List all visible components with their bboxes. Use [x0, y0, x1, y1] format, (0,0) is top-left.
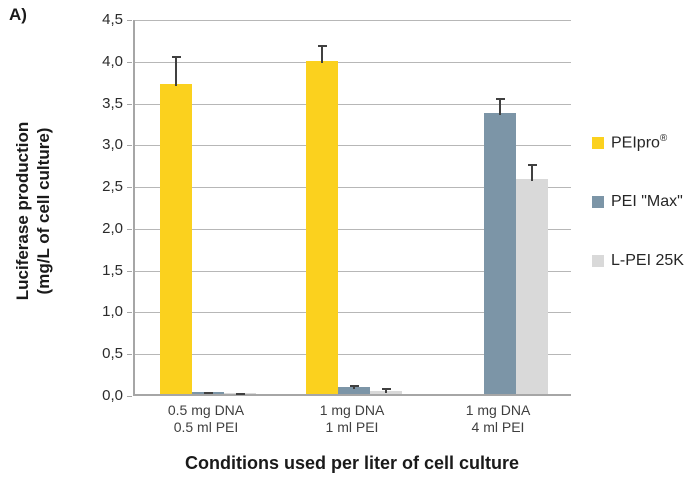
- bar-peipro: [160, 84, 192, 394]
- gridline: [135, 312, 571, 314]
- y-tick-label: 3,0: [102, 136, 123, 154]
- bar-l-pei-25k: [516, 179, 548, 394]
- y-tick-label: 4,5: [102, 11, 123, 28]
- plot-area: [133, 20, 571, 396]
- error-bar-stem: [353, 385, 355, 390]
- y-tick-label: 3,5: [102, 94, 123, 112]
- y-tick-label: 2,0: [102, 219, 123, 237]
- bar-peipro: [306, 60, 338, 394]
- legend-swatch-pei-max: [592, 196, 604, 208]
- x-category-label: 1 mg DNA 1 ml PEI: [319, 402, 385, 435]
- legend-label: PEIpro®: [611, 133, 668, 152]
- legend-item-peipro: PEIpro®: [592, 132, 667, 154]
- y-tick-label: 1,0: [102, 303, 123, 321]
- y-tick-mark: [127, 20, 132, 21]
- error-bar-cap: [349, 384, 359, 387]
- y-tick-label: 0,5: [102, 345, 123, 363]
- y-tick-mark: [127, 145, 132, 147]
- error-bar-stem: [531, 164, 533, 182]
- error-bar-stem: [499, 98, 501, 116]
- legend-swatch-l-pei-25k: [592, 255, 604, 267]
- error-bar-cap: [527, 163, 537, 166]
- y-tick-mark: [127, 270, 132, 272]
- gridline: [135, 228, 571, 230]
- y-tick-mark: [127, 396, 132, 397]
- gridline: [135, 61, 571, 63]
- y-tick-mark: [127, 312, 132, 314]
- gridline: [135, 20, 571, 21]
- error-bar-stem: [385, 389, 387, 393]
- error-bar-cap: [381, 388, 391, 391]
- legend-item-l-pei-25k: L-PEI 25K: [592, 250, 684, 272]
- legend-label: PEI "Max": [611, 193, 683, 210]
- bar-pei-max: [338, 387, 370, 394]
- error-bar-cap: [317, 44, 327, 47]
- gridline: [135, 145, 571, 147]
- error-bar-cap: [171, 55, 181, 58]
- y-tick-label: 4,0: [102, 52, 123, 70]
- panel-label: A): [9, 5, 27, 24]
- y-tick-mark: [127, 354, 132, 356]
- gridline: [135, 103, 571, 105]
- gridline: [135, 187, 571, 189]
- error-bar-cap: [495, 97, 505, 100]
- y-tick-label: 0,0: [102, 387, 123, 404]
- gridline: [135, 270, 571, 272]
- legend-item-pei-max: PEI "Max": [592, 191, 683, 213]
- x-axis-title: Conditions used per liter of cell cultur…: [184, 453, 520, 473]
- y-tick-mark: [127, 103, 132, 105]
- gridline: [135, 354, 571, 356]
- x-category-label: 0.5 mg DNA 0.5 ml PEI: [167, 402, 245, 435]
- error-bar-cap: [203, 391, 213, 394]
- legend-label: L-PEI 25K: [611, 252, 684, 269]
- legend-swatch-peipro: [592, 137, 604, 149]
- x-category-label: 1 mg DNA 4 ml PEI: [465, 402, 531, 435]
- y-tick-mark: [127, 187, 132, 189]
- error-bar-stem: [175, 56, 177, 86]
- y-tick-mark: [127, 61, 132, 63]
- error-bar-stem: [321, 45, 323, 63]
- error-bar-cap: [235, 392, 245, 395]
- bar-pei-max: [484, 113, 516, 394]
- y-tick-label: 2,5: [102, 178, 123, 196]
- y-axis-title: Luciferase production (mg/L of cell cult…: [13, 121, 53, 301]
- y-tick-mark: [127, 228, 132, 230]
- y-tick-label: 1,5: [102, 261, 123, 279]
